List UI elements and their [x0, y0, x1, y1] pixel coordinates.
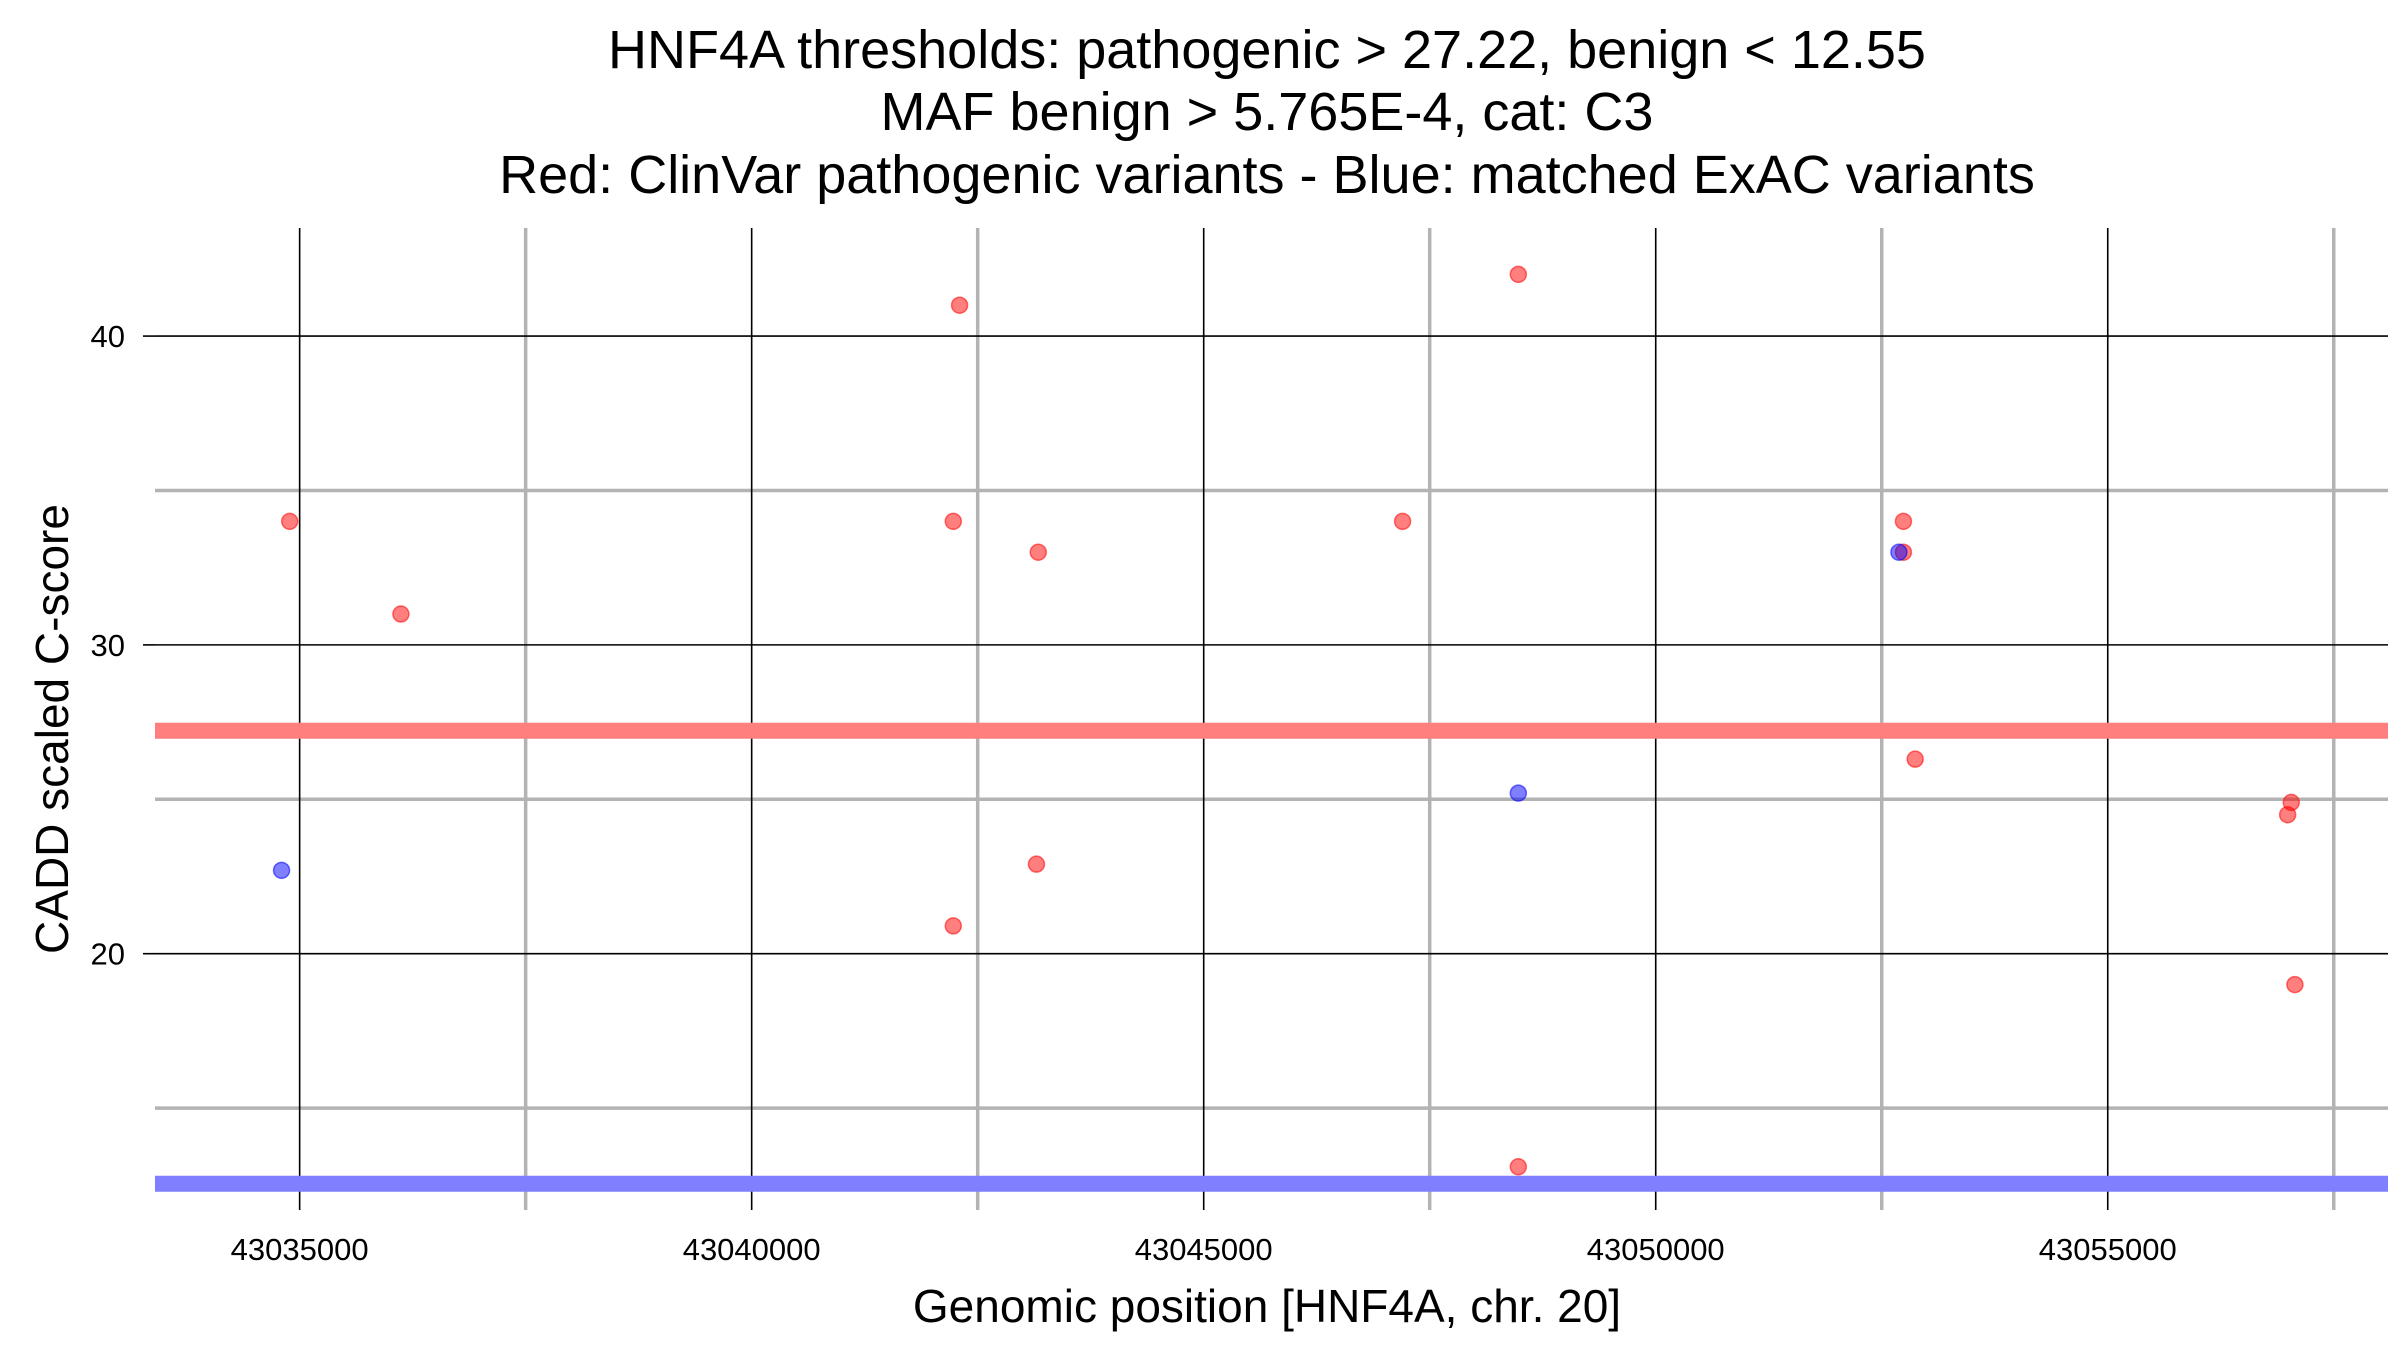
y-tick-label: 30: [91, 628, 125, 663]
grid: [155, 228, 2388, 1210]
y-tick-label: 40: [91, 319, 125, 354]
clinvar-point: [2286, 975, 2304, 994]
x-tick-label: 43050000: [1587, 1232, 1725, 1267]
clinvar-point: [1509, 1158, 1528, 1176]
threshold-lines: [155, 722, 2388, 1192]
tick-labels: 43035000 43040000 43045000 43050000 43055000…: [91, 319, 2177, 1267]
clinvar-point: [1027, 855, 1046, 873]
y-tick-label: 20: [91, 937, 125, 972]
exac-point: [272, 861, 291, 880]
x-axis-label: Genomic position [HNF4A, chr. 20]: [913, 1280, 1621, 1332]
exac-point: [1509, 784, 1528, 802]
x-tick-label: 43035000: [231, 1232, 369, 1267]
chart-title-line-3: Red: ClinVar pathogenic variants - Blue:…: [499, 145, 2035, 205]
data-points: [272, 265, 2304, 1176]
clinvar-point: [280, 512, 299, 531]
clinvar-point: [392, 605, 410, 623]
clinvar-point: [1029, 543, 1048, 561]
clinvar-point: [944, 917, 963, 935]
clinvar-point: [1393, 512, 1412, 531]
x-tick-label: 43055000: [2039, 1232, 2177, 1267]
clinvar-point: [944, 512, 963, 531]
clinvar-point: [1509, 265, 1528, 284]
x-tick-label: 43040000: [683, 1232, 821, 1267]
y-axis-label: CADD scaled C-score: [26, 504, 78, 954]
exac-point: [1890, 543, 1908, 561]
clinvar-point: [950, 296, 969, 314]
chart-title-line-2: MAF benign > 5.765E-4, cat: C3: [881, 82, 1654, 142]
clinvar-point: [1906, 750, 1924, 768]
x-tick-label: 43045000: [1135, 1232, 1273, 1267]
clinvar-point: [2278, 805, 2297, 824]
chart-title-line-1: HNF4A thresholds: pathogenic > 27.22, be…: [608, 20, 1926, 80]
clinvar-point: [1894, 512, 1913, 531]
